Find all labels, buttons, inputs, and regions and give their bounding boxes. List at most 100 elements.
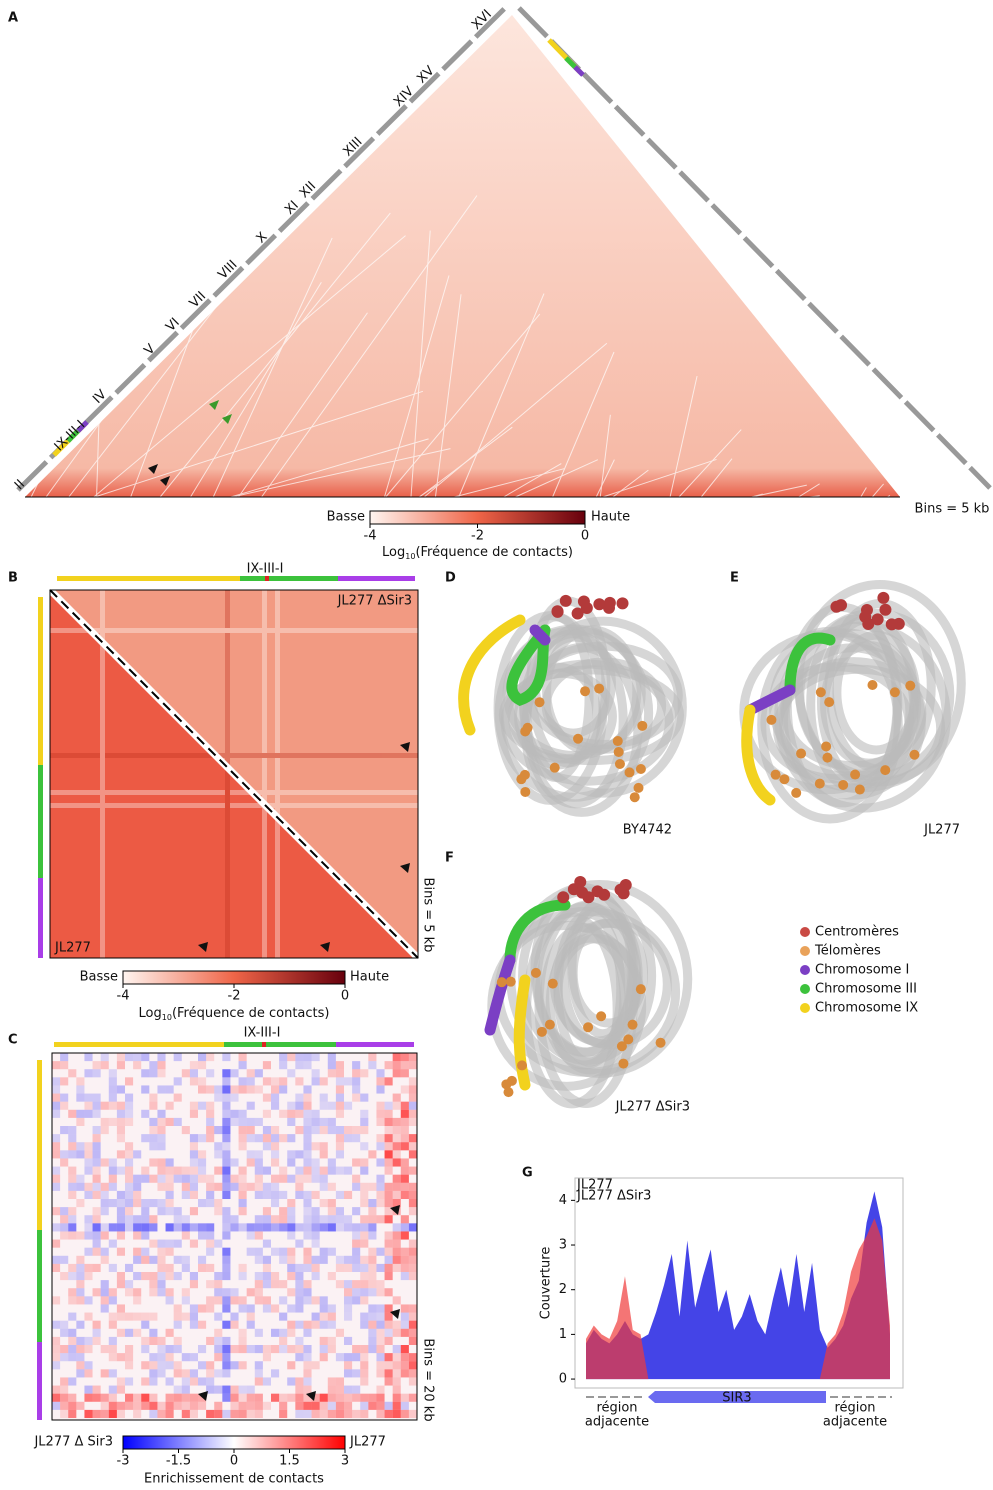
- texture: [376, 1393, 385, 1402]
- texture: [400, 1117, 409, 1126]
- construct-label: IX-III-I: [244, 1026, 281, 1041]
- texture: [295, 1109, 304, 1118]
- texture: [181, 1190, 190, 1199]
- texture: [125, 1101, 134, 1110]
- texture: [262, 1239, 271, 1248]
- texture: [384, 1126, 393, 1135]
- texture: [287, 1272, 296, 1281]
- texture: [384, 1312, 393, 1321]
- texture: [222, 1101, 231, 1110]
- texture: [92, 1328, 101, 1337]
- texture: [400, 1182, 409, 1191]
- label-part: (Fréquence de contacts): [172, 1006, 330, 1021]
- texture: [360, 1117, 369, 1126]
- texture: [352, 1061, 361, 1070]
- texture: [327, 1223, 336, 1232]
- texture: [125, 1109, 134, 1118]
- texture: [376, 1304, 385, 1313]
- texture: [327, 1166, 336, 1175]
- texture: [68, 1166, 77, 1175]
- texture: [287, 1320, 296, 1329]
- texture: [319, 1320, 328, 1329]
- telomere: [815, 687, 826, 698]
- texture: [181, 1369, 190, 1378]
- texture: [254, 1158, 263, 1167]
- texture: [368, 1345, 377, 1354]
- texture: [52, 1336, 61, 1345]
- telomere: [573, 733, 584, 744]
- texture: [271, 1328, 280, 1337]
- texture: [295, 1385, 304, 1394]
- texture: [262, 1126, 271, 1135]
- texture: [206, 1385, 215, 1394]
- texture: [376, 1345, 385, 1354]
- telomere: [905, 680, 916, 691]
- texture: [108, 1288, 117, 1297]
- texture: [327, 1247, 336, 1256]
- texture: [295, 1093, 304, 1102]
- texture: [376, 1361, 385, 1370]
- texture: [76, 1255, 85, 1264]
- texture: [189, 1190, 198, 1199]
- texture: [303, 1085, 312, 1094]
- texture: [295, 1150, 304, 1159]
- texture: [352, 1393, 361, 1402]
- texture: [262, 1377, 271, 1386]
- texture: [238, 1385, 247, 1394]
- chromatin: [760, 662, 914, 784]
- texture: [287, 1199, 296, 1208]
- centromere: [580, 601, 593, 614]
- texture: [344, 1077, 353, 1086]
- telomere: [627, 1019, 638, 1030]
- texture: [159, 212, 391, 498]
- telomere: [536, 1026, 547, 1037]
- texture: [254, 1255, 263, 1264]
- texture: [68, 1288, 77, 1297]
- colorbar-tick-label: 0: [230, 1454, 238, 1469]
- y-tick-label: 4: [559, 1193, 567, 1208]
- texture: [181, 1385, 190, 1394]
- texture: [344, 1385, 353, 1394]
- texture: [392, 1361, 401, 1370]
- texture: [384, 1304, 393, 1313]
- texture: [68, 1393, 77, 1402]
- texture: [246, 1117, 255, 1126]
- y-axis-title: Couverture: [539, 1247, 554, 1320]
- texture: [400, 1053, 409, 1062]
- centromere: [571, 607, 584, 620]
- texture: [222, 1409, 231, 1418]
- texture: [254, 1280, 263, 1289]
- texture: [165, 1158, 174, 1167]
- texture: [214, 1345, 223, 1354]
- texture: [376, 1215, 385, 1224]
- texture: [230, 1085, 239, 1094]
- texture: [238, 1053, 247, 1062]
- texture: [84, 1361, 93, 1370]
- texture: [352, 1280, 361, 1289]
- telomere: [822, 752, 833, 763]
- texture: [352, 1077, 361, 1086]
- texture: [271, 1142, 280, 1151]
- texture: [392, 1150, 401, 1159]
- texture: [52, 1101, 61, 1110]
- texture: [295, 1053, 304, 1062]
- texture: [311, 1361, 320, 1370]
- texture: [376, 1069, 385, 1078]
- texture: [327, 1207, 336, 1216]
- texture: [327, 1345, 336, 1354]
- texture: [383, 275, 450, 498]
- texture: [108, 1336, 117, 1345]
- texture: [230, 1158, 239, 1167]
- texture: [279, 1077, 288, 1086]
- colorbar-low: JL277 Δ Sir3: [33, 1435, 113, 1450]
- texture: [92, 1215, 101, 1224]
- legend-marker: [800, 984, 810, 994]
- texture: [100, 1182, 109, 1191]
- texture: [206, 1199, 215, 1208]
- texture: [392, 1255, 401, 1264]
- texture: [230, 1215, 239, 1224]
- texture: [149, 1288, 158, 1297]
- texture: [157, 1255, 166, 1264]
- texture: [254, 1345, 263, 1354]
- texture: [68, 1190, 77, 1199]
